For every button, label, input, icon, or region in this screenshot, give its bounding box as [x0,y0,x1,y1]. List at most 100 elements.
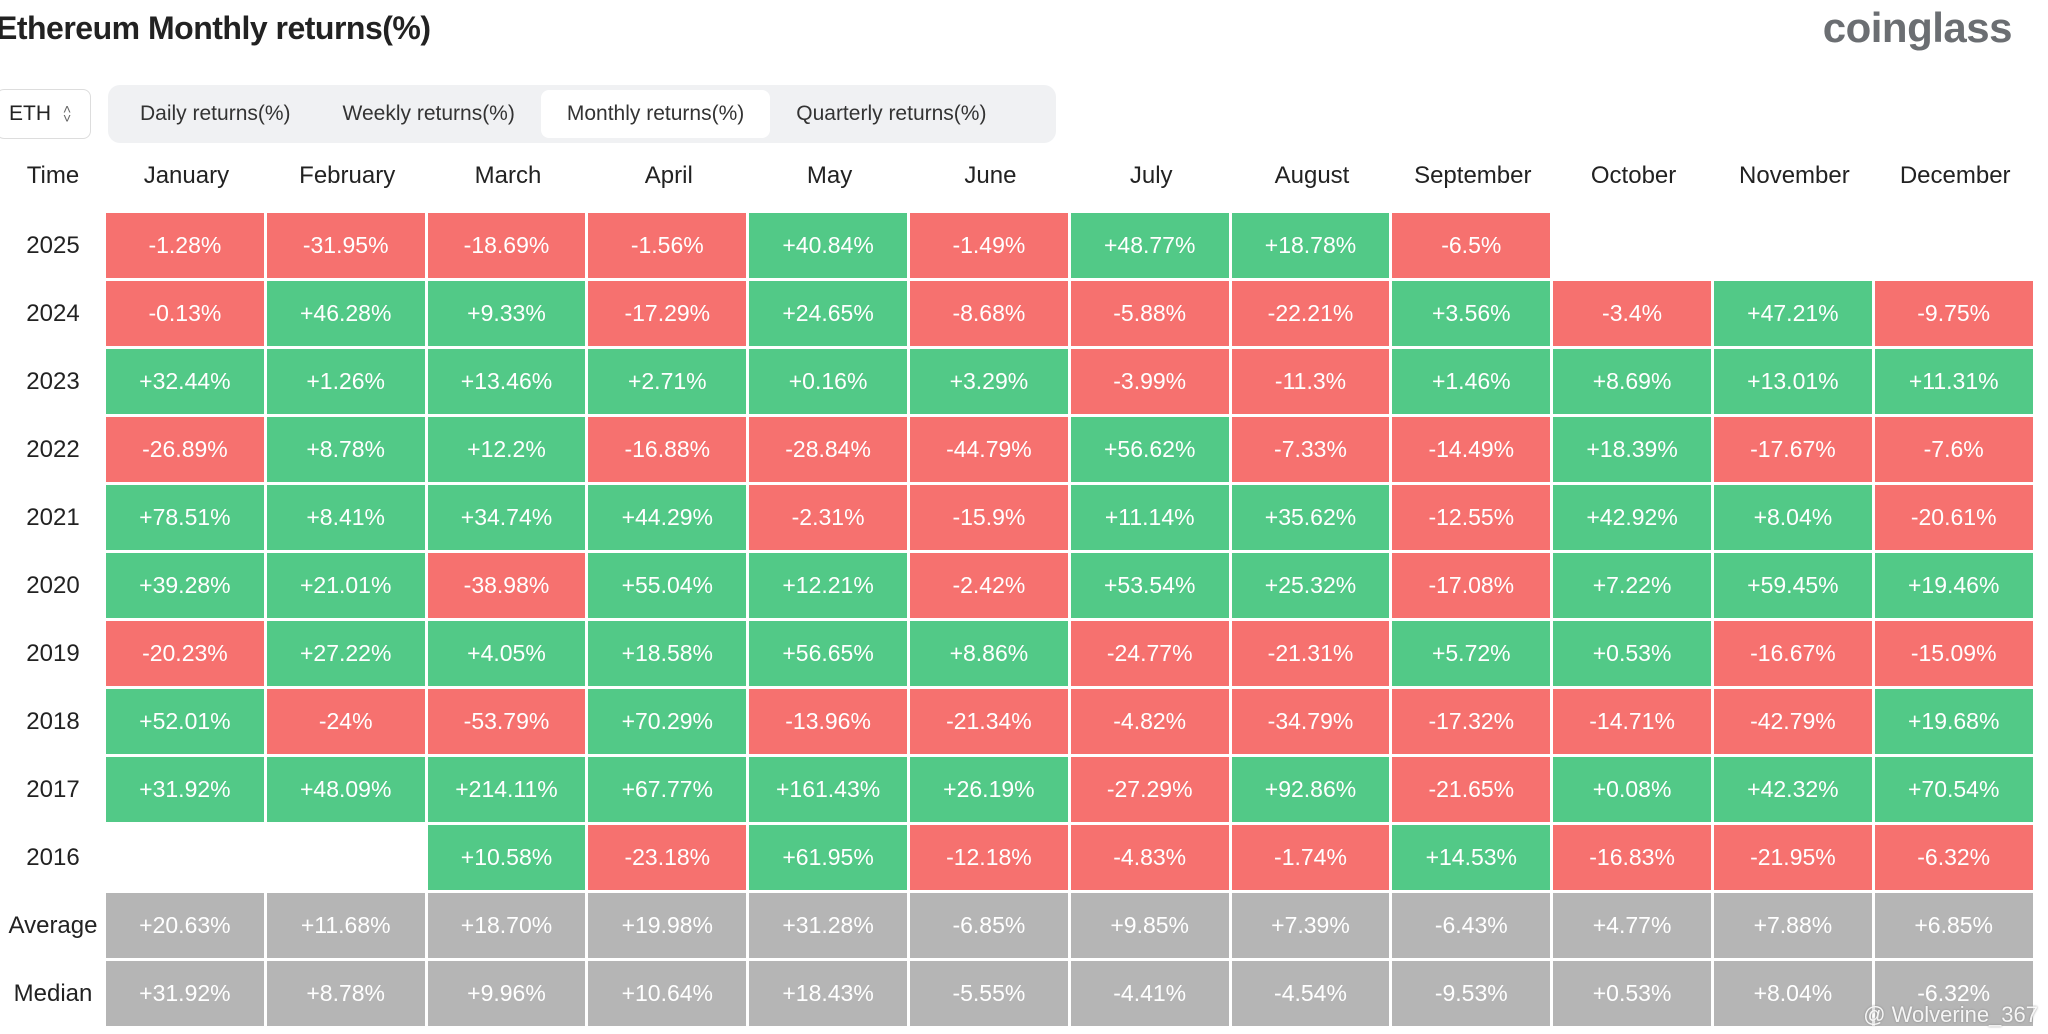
return-cell: +9.96% [427,961,586,1026]
row-label: 2016 [26,843,80,871]
return-cell: -17.67% [1714,417,1872,482]
return-cell: +0.08% [1553,757,1711,822]
return-cell: +8.04% [1714,961,1872,1026]
tab[interactable]: Daily returns(%) [140,102,291,125]
return-cell: +7.39% [1231,893,1390,958]
return-cell: +35.62% [1231,485,1390,550]
return-cell: +26.19% [910,757,1068,822]
return-cell: -21.31% [1231,621,1390,686]
return-cell: -44.79% [910,417,1068,482]
return-cell: -16.67% [1714,621,1872,686]
return-cell: -5.55% [910,961,1068,1026]
return-cell: -6.32% [1874,961,2033,1026]
return-cell: -14.71% [1553,689,1711,754]
coin-selector[interactable]: ETH ˄ ˅ [0,89,91,139]
return-cell: +0.16% [749,349,907,414]
return-cell: +12.2% [427,417,586,482]
row-label: 2025 [26,231,80,259]
return-cell: -17.29% [588,281,747,346]
return-cell: +4.77% [1553,893,1711,958]
column-header: March [474,162,542,189]
return-cell: -27.29% [1070,757,1229,822]
return-cell: +14.53% [1392,825,1551,890]
return-cell: +2.71% [588,349,747,414]
column-header: August [1274,162,1350,189]
return-cell: -11.3% [1231,349,1390,414]
return-cell: +53.54% [1070,553,1229,618]
return-cell: +56.62% [1070,417,1229,482]
return-cell: -9.53% [1392,961,1551,1026]
return-cell: +1.26% [266,349,425,414]
return-cell: +70.29% [588,689,747,754]
return-cell: +59.45% [1714,553,1872,618]
return-cell: +67.77% [588,757,747,822]
return-cell: -4.83% [1070,825,1229,890]
return-cell: -24% [266,689,425,754]
watermark: @ Wolverine_367 [1863,1002,2038,1027]
return-cell: +42.92% [1553,485,1711,550]
return-cell: -1.74% [1231,825,1390,890]
return-cell: -7.33% [1231,417,1390,482]
return-cell: -2.31% [749,485,907,550]
return-cell: -12.18% [910,825,1068,890]
return-cell: +11.31% [1874,349,2033,414]
return-cell: +61.95% [749,825,907,890]
return-cell: -3.4% [1553,281,1711,346]
return-cell: -6.85% [910,893,1068,958]
return-cell: -15.09% [1874,621,2033,686]
return-cell: +5.72% [1392,621,1551,686]
tab[interactable]: Monthly returns(%) [540,90,771,138]
return-cell: +48.09% [266,757,425,822]
return-cell: -13.96% [749,689,907,754]
return-cell: +8.78% [266,961,425,1026]
return-cell: +34.74% [427,485,586,550]
return-cell: +13.01% [1714,349,1872,414]
return-cell: +55.04% [588,553,747,618]
return-cell: +78.51% [106,485,264,550]
return-cell: -4.82% [1070,689,1229,754]
return-cell: +47.21% [1714,281,1872,346]
return-cell: -17.32% [1392,689,1551,754]
return-cell: +25.32% [1231,553,1390,618]
return-cell: -4.41% [1070,961,1229,1026]
return-cell: -8.68% [910,281,1068,346]
return-cell: +12.21% [749,553,907,618]
return-cell: +11.14% [1070,485,1229,550]
return-cell: +20.63% [106,893,264,958]
return-cell: +21.01% [266,553,425,618]
return-cell: -14.49% [1392,417,1551,482]
return-cell: -6.43% [1392,893,1551,958]
return-cell: +39.28% [106,553,264,618]
return-cell: +7.88% [1714,893,1872,958]
return-cell: -4.54% [1231,961,1390,1026]
page-title: Ethereum Monthly returns(%) [0,10,431,46]
tab[interactable]: Quarterly returns(%) [796,102,987,125]
return-cell: +8.69% [1553,349,1711,414]
return-cell: +31.92% [106,757,264,822]
column-header: October [1590,162,1677,189]
brand-logo: coinglass [1822,4,2013,51]
return-cell: -15.9% [910,485,1068,550]
row-label: 2024 [26,299,80,327]
row-label: 2020 [26,571,80,599]
return-cell: -26.89% [106,417,264,482]
return-cell: +13.46% [427,349,586,414]
return-cell: +10.58% [427,825,586,890]
return-cell: +10.64% [588,961,747,1026]
return-cell: +18.43% [749,961,907,1026]
return-cell: -18.69% [427,213,586,278]
tab[interactable]: Weekly returns(%) [342,102,515,125]
return-cell: +214.11% [427,757,586,822]
return-cell: -31.95% [266,213,425,278]
return-cell: -16.83% [1553,825,1711,890]
return-cell: +31.28% [749,893,907,958]
return-cell: +0.53% [1553,621,1711,686]
return-cell: +4.05% [427,621,586,686]
return-cell: +27.22% [266,621,425,686]
return-cell: +92.86% [1231,757,1390,822]
return-cell: +40.84% [749,213,907,278]
column-header: January [143,162,230,189]
return-cell: +1.46% [1392,349,1551,414]
return-cell: +3.29% [910,349,1068,414]
